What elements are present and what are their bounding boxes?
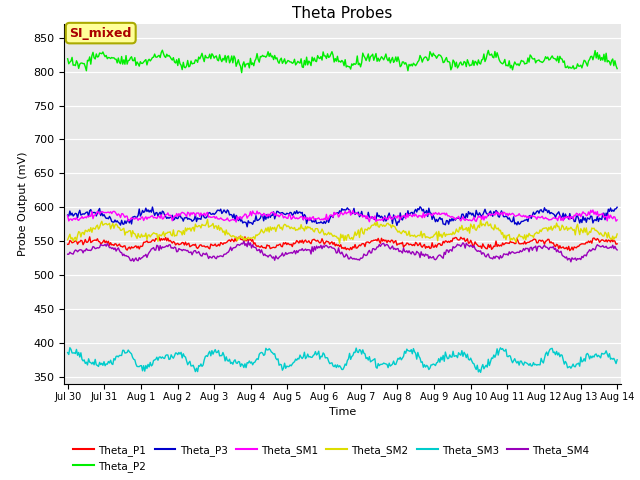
Theta_P2: [364, 55, 371, 60]
Theta_P2: [238, 70, 246, 75]
Theta_P2: [64, 56, 72, 61]
Text: SI_mixed: SI_mixed: [70, 26, 132, 40]
Theta_P1: [566, 248, 573, 253]
Theta_SM3: [362, 356, 370, 361]
Theta_P1: [329, 241, 337, 247]
Theta_SM1: [362, 216, 370, 221]
Theta_P1: [602, 237, 610, 243]
Line: Theta_P1: Theta_P1: [68, 237, 617, 251]
Theta_SM2: [516, 234, 524, 240]
Theta_SM2: [602, 231, 610, 237]
Theta_P2: [602, 50, 610, 56]
Theta_SM2: [204, 216, 211, 222]
Theta_SM3: [602, 348, 610, 354]
Theta_P3: [613, 204, 621, 210]
Theta_SM4: [602, 243, 610, 249]
Theta_P2: [516, 60, 524, 66]
Theta_P3: [516, 221, 524, 227]
Theta_SM4: [329, 245, 337, 251]
Theta_P3: [329, 215, 337, 220]
Theta_P3: [326, 216, 333, 222]
Line: Theta_SM3: Theta_SM3: [68, 348, 617, 372]
Theta_P3: [362, 215, 370, 220]
Legend: Theta_P1, Theta_P2, Theta_P3, Theta_SM1, Theta_SM2, Theta_SM3, Theta_SM4: Theta_P1, Theta_P2, Theta_P3, Theta_SM1,…: [69, 441, 593, 476]
Theta_SM2: [364, 228, 371, 233]
Theta_SM3: [66, 345, 74, 350]
Theta_SM4: [362, 252, 370, 258]
Theta_SM1: [326, 213, 333, 218]
Theta_P3: [416, 204, 424, 210]
Theta_SM2: [326, 231, 333, 237]
Theta_P1: [326, 241, 333, 247]
Theta_P3: [392, 218, 399, 224]
Theta_SM1: [329, 214, 337, 220]
Line: Theta_P3: Theta_P3: [68, 207, 617, 227]
Theta_SM3: [326, 361, 333, 367]
Theta_SM1: [515, 211, 523, 216]
Theta_P2: [393, 59, 401, 64]
Theta_SM1: [232, 219, 240, 225]
Theta_SM2: [613, 231, 621, 237]
Theta_SM1: [589, 207, 596, 213]
Line: Theta_SM1: Theta_SM1: [68, 210, 617, 222]
Line: Theta_P2: Theta_P2: [68, 50, 617, 72]
Theta_SM3: [329, 363, 337, 369]
Theta_SM4: [240, 238, 248, 244]
Theta_P1: [362, 240, 370, 245]
Theta_P2: [613, 66, 621, 72]
Theta_P1: [392, 238, 399, 243]
Theta_SM4: [326, 244, 333, 250]
Theta_P1: [64, 241, 72, 247]
Theta_SM4: [567, 259, 575, 265]
Y-axis label: Probe Output (mV): Probe Output (mV): [17, 152, 28, 256]
Theta_P1: [241, 234, 249, 240]
Theta_SM1: [602, 214, 610, 219]
Theta_SM4: [64, 252, 72, 257]
Theta_SM2: [329, 234, 337, 240]
Theta_P1: [613, 241, 621, 247]
Theta_P1: [515, 241, 523, 247]
Theta_P3: [64, 212, 72, 218]
Theta_SM2: [336, 240, 344, 246]
Theta_SM1: [392, 214, 399, 219]
Theta_SM3: [516, 358, 524, 364]
Theta_SM3: [392, 361, 399, 367]
Title: Theta Probes: Theta Probes: [292, 6, 392, 22]
Theta_SM3: [477, 370, 484, 375]
Theta_SM1: [613, 217, 621, 223]
Theta_SM3: [613, 357, 621, 363]
Theta_P3: [243, 224, 251, 230]
Theta_SM3: [64, 350, 72, 356]
Theta_P2: [159, 48, 166, 53]
Theta_P2: [327, 51, 335, 57]
Theta_SM2: [64, 237, 72, 243]
Line: Theta_SM4: Theta_SM4: [68, 241, 617, 262]
Theta_SM4: [392, 247, 399, 252]
Theta_P3: [602, 210, 610, 216]
Theta_SM4: [515, 250, 523, 255]
Line: Theta_SM2: Theta_SM2: [68, 219, 617, 243]
Theta_SM2: [393, 228, 401, 233]
Theta_P2: [330, 59, 338, 65]
Theta_SM1: [64, 213, 72, 218]
X-axis label: Time: Time: [329, 407, 356, 417]
Theta_SM4: [613, 247, 621, 253]
